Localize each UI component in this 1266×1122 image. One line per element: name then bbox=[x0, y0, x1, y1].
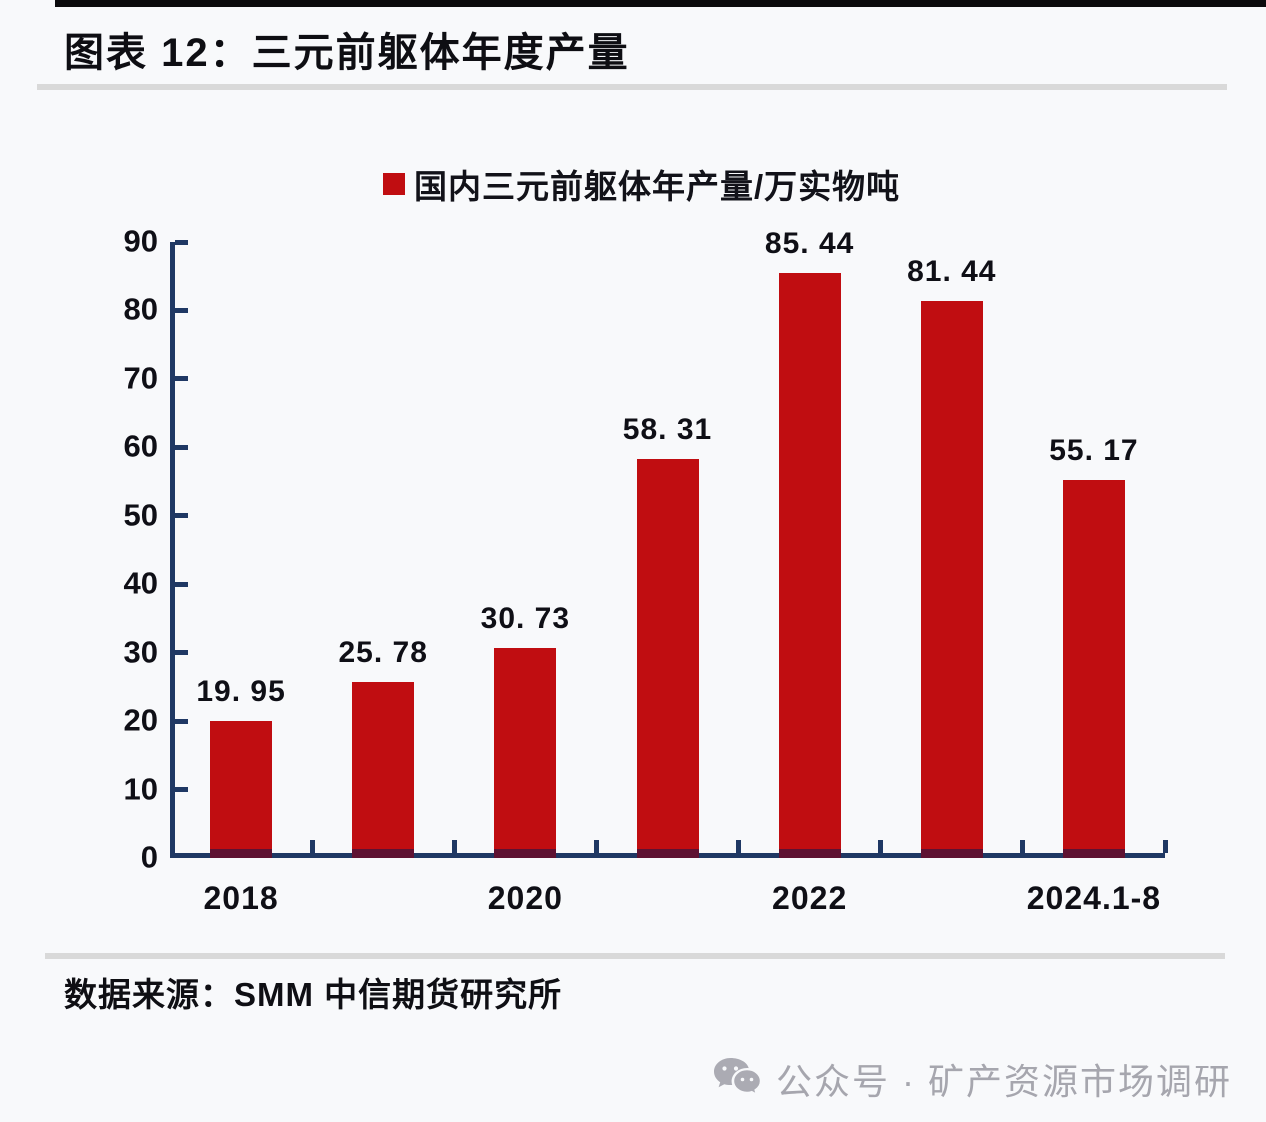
figure-title: 图表 12：三元前躯体年度产量 bbox=[64, 31, 630, 75]
bar-base bbox=[636, 849, 699, 858]
bar bbox=[778, 273, 841, 858]
x-tick bbox=[736, 840, 742, 853]
bar-value-label: 81. 44 bbox=[907, 254, 997, 288]
y-tick bbox=[175, 581, 188, 587]
y-tick-label: 20 bbox=[123, 702, 158, 738]
y-tick bbox=[175, 513, 188, 519]
bar bbox=[494, 647, 557, 858]
x-tick bbox=[593, 840, 599, 853]
y-tick bbox=[175, 376, 188, 382]
bar-base bbox=[352, 849, 415, 858]
y-tick-label: 90 bbox=[123, 223, 158, 259]
y-tick bbox=[175, 650, 188, 656]
y-axis-line bbox=[170, 242, 175, 858]
y-tick-label: 50 bbox=[123, 497, 158, 533]
bar-base bbox=[778, 849, 841, 858]
x-tick bbox=[451, 840, 457, 853]
y-tick-label: 30 bbox=[123, 633, 158, 669]
legend-swatch bbox=[383, 173, 405, 195]
y-tick-label: 60 bbox=[123, 428, 158, 464]
bar bbox=[1062, 480, 1125, 858]
legend-label: 国内三元前躯体年产量/万实物吨 bbox=[414, 168, 901, 205]
x-tick-label: 2018 bbox=[203, 880, 279, 916]
y-tick-label: 80 bbox=[123, 291, 158, 327]
y-tick bbox=[175, 239, 188, 245]
bar bbox=[920, 300, 983, 858]
x-tick bbox=[309, 840, 315, 853]
y-tick bbox=[175, 787, 188, 793]
bar-value-label: 19. 95 bbox=[196, 675, 286, 709]
title-divider bbox=[37, 84, 1227, 90]
y-tick-label: 70 bbox=[123, 360, 158, 396]
x-tick-label: 2020 bbox=[487, 880, 563, 916]
y-tick-label: 40 bbox=[123, 565, 158, 601]
bar-value-label: 58. 31 bbox=[622, 412, 713, 446]
bar-base bbox=[1062, 849, 1125, 858]
x-tick bbox=[1162, 840, 1168, 853]
y-tick bbox=[175, 307, 188, 313]
bar-base bbox=[210, 849, 273, 858]
bar-value-label: 85. 44 bbox=[764, 227, 855, 261]
bar-value-label: 30. 73 bbox=[480, 601, 571, 635]
data-source-text: 数据来源：SMM 中信期货研究所 bbox=[64, 976, 563, 1013]
x-tick-label: 2024.1-8 bbox=[1026, 880, 1162, 916]
x-tick-label: 2022 bbox=[772, 880, 848, 916]
footer-watermark: 公众号 · 矿产资源市场调研 bbox=[712, 1053, 1232, 1105]
x-tick bbox=[1020, 840, 1026, 853]
y-tick-label: 10 bbox=[123, 770, 158, 806]
y-tick bbox=[175, 444, 188, 450]
wechat-icon bbox=[714, 1058, 762, 1096]
bar-base bbox=[494, 849, 557, 858]
y-axis-labels: 0 10 20 30 40 50 60 70 80 90 bbox=[0, 223, 158, 874]
bar-value-label: 55. 17 bbox=[1049, 434, 1139, 468]
top-black-bar bbox=[55, 0, 1266, 7]
plot-area: 19. 95 25. 78 30. 73 58. 31 85. 44 81. 44 55. … bbox=[170, 227, 1168, 858]
x-axis-labels: 2018 2020 2022 2024.1-8 bbox=[170, 880, 1165, 926]
bar-base bbox=[920, 849, 983, 858]
footer-account-text: 公众号 · 矿产资源市场调研 bbox=[776, 1061, 1232, 1102]
bar bbox=[636, 458, 699, 858]
source-divider bbox=[45, 953, 1225, 959]
y-tick-label: 0 bbox=[140, 839, 158, 875]
bar bbox=[210, 721, 273, 858]
bar-value-label: 25. 78 bbox=[338, 635, 428, 669]
bar bbox=[352, 681, 415, 858]
chart-legend: 国内三元前躯体年产量/万实物吨 bbox=[383, 160, 900, 208]
y-tick bbox=[175, 718, 188, 724]
x-tick bbox=[878, 840, 884, 853]
